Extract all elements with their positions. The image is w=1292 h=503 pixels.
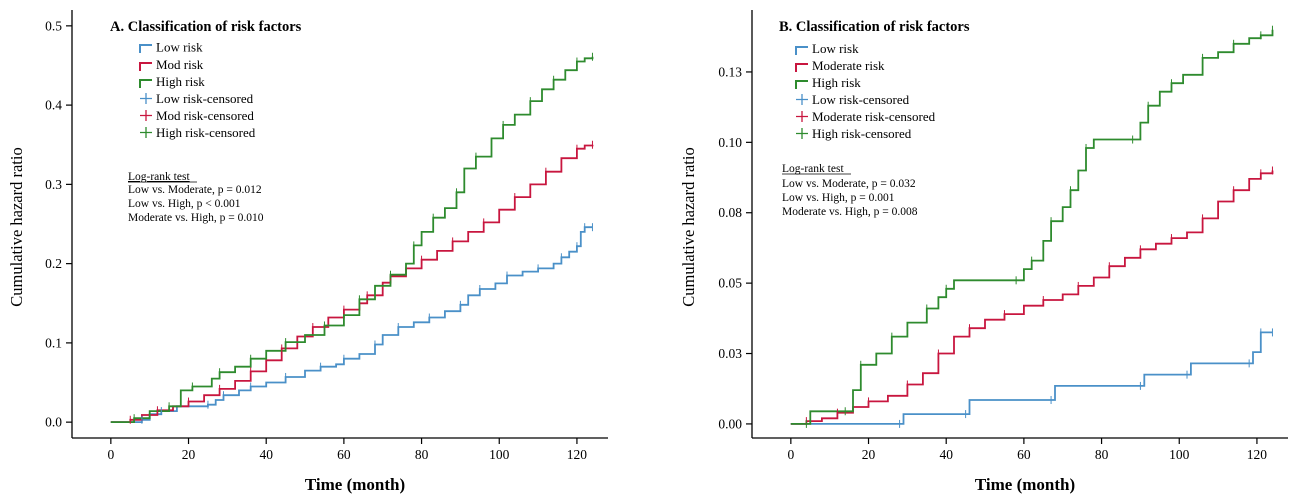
legend-swatch — [140, 110, 152, 121]
y-tick-label: 0.0 — [45, 415, 62, 430]
x-tick-label: 80 — [415, 447, 429, 462]
annotation-line: Moderate vs. High, p = 0.010 — [128, 212, 264, 224]
legend-label: Moderate risk — [812, 58, 885, 73]
legend-item-low-risk: Low risk — [795, 41, 859, 56]
series-group — [110, 56, 594, 423]
legend-label: Mod risk — [156, 57, 204, 72]
annotation-line: Moderate vs. High, p = 0.008 — [782, 206, 918, 218]
y-tick-label: 0.10 — [718, 135, 742, 150]
y-tick-label: 0.08 — [718, 205, 742, 220]
legend-label: Moderate risk-censored — [812, 109, 936, 124]
legend-swatch — [140, 127, 152, 138]
x-tick-label: 120 — [567, 447, 588, 462]
y-tick-label: 0.3 — [45, 177, 62, 192]
y-tick-label: 0.00 — [718, 416, 742, 431]
legend-swatch — [795, 80, 808, 89]
x-ticks: 0 20 40 60 80 100 120 — [787, 438, 1267, 462]
legend-swatch — [795, 46, 808, 55]
censor-marks — [129, 52, 593, 424]
legend-item-mod-risk-censored: Mod risk-censored — [140, 108, 254, 123]
series-group — [790, 29, 1274, 425]
y-tick-label: 0.13 — [718, 64, 742, 79]
y-ticks: 0.00 0.03 0.05 0.08 0.10 0.13 — [718, 64, 752, 431]
x-tick-label: 0 — [787, 447, 794, 462]
censor-marks — [805, 25, 1273, 428]
log-rank-annotation: Log-rank test Low vs. Moderate, p = 0.01… — [128, 171, 264, 224]
legend-swatch — [796, 111, 808, 122]
legend-label: Low risk-censored — [812, 92, 910, 107]
series-line-high-risk — [110, 56, 594, 423]
x-tick-label: 100 — [489, 447, 510, 462]
annotation-heading: Log-rank test — [782, 163, 844, 175]
series-line-high-risk — [790, 29, 1274, 425]
y-axis-label: Cumulative hazard ratio — [7, 147, 26, 306]
legend-item-mod-risk: Mod risk — [139, 57, 204, 72]
legend-item-low-risk-censored: Low risk-censored — [140, 91, 254, 106]
x-tick-label: 20 — [182, 447, 196, 462]
annotation-line: Low vs. High, p = 0.001 — [782, 192, 895, 204]
x-tick-label: 120 — [1247, 447, 1268, 462]
x-tick-label: 60 — [1017, 447, 1031, 462]
legend-item-low-risk: Low risk — [139, 40, 203, 55]
legend-item-low-risk-censored: Low risk-censored — [796, 92, 910, 107]
x-tick-label: 40 — [259, 447, 273, 462]
annotation-heading: Log-rank test — [128, 171, 190, 183]
series-line-mod-risk — [110, 144, 594, 423]
x-tick-label: 20 — [862, 447, 876, 462]
legend-swatch — [139, 62, 152, 71]
x-tick-label: 100 — [1169, 447, 1190, 462]
x-axis-label: Time (month) — [975, 475, 1075, 494]
legend-swatch — [796, 128, 808, 139]
legend-swatch — [140, 93, 152, 104]
legend-label: High risk — [812, 75, 861, 90]
y-tick-label: 0.1 — [45, 335, 62, 350]
legend-swatch — [139, 44, 152, 53]
x-tick-label: 0 — [107, 447, 114, 462]
legend-swatch — [139, 79, 152, 88]
legend-item-moderate-risk: Moderate risk — [795, 58, 885, 73]
legend: Low risk Mod risk High risk Low risk-cen… — [139, 40, 256, 140]
y-axis-label: Cumulative hazard ratio — [679, 147, 698, 306]
legend-item-moderate-risk-censored: Moderate risk-censored — [796, 109, 936, 124]
legend-swatch — [796, 94, 808, 105]
panel-b: 0.00 0.03 0.05 0.08 0.10 0.13 0 20 40 60 80 100 120… — [679, 10, 1288, 494]
log-rank-annotation: Log-rank test Low vs. Moderate, p = 0.03… — [782, 163, 918, 218]
y-tick-label: 0.4 — [45, 98, 62, 113]
annotation-line: Low vs. Moderate, p = 0.032 — [782, 178, 916, 190]
legend-label: High risk-censored — [812, 126, 912, 141]
legend-item-high-risk-censored: High risk-censored — [140, 125, 256, 140]
y-tick-label: 0.05 — [718, 276, 742, 291]
x-axis-label: Time (month) — [305, 475, 405, 494]
legend-item-high-risk: High risk — [139, 74, 205, 89]
annotation-line: Low vs. High, p < 0.001 — [128, 198, 241, 210]
legend-label: Low risk — [812, 41, 859, 56]
x-tick-label: 60 — [337, 447, 351, 462]
y-tick-label: 0.2 — [45, 256, 62, 271]
y-tick-label: 0.03 — [718, 346, 742, 361]
legend-label: High risk-censored — [156, 125, 256, 140]
legend: Low risk Moderate risk High risk Low ris… — [795, 41, 936, 141]
panel-a: 0.0 0.1 0.2 0.3 0.4 0.5 0 20 40 60 80 100 120 A. Cl… — [7, 10, 608, 494]
legend-label: High risk — [156, 74, 205, 89]
series-line-low-risk — [790, 331, 1273, 425]
y-tick-label: 0.5 — [45, 18, 62, 33]
legend-swatch — [795, 63, 808, 72]
x-tick-label: 80 — [1095, 447, 1109, 462]
legend-label: Low risk-censored — [156, 91, 254, 106]
legend-label: Low risk — [156, 40, 203, 55]
legend-label: Mod risk-censored — [156, 108, 254, 123]
x-ticks: 0 20 40 60 80 100 120 — [107, 438, 587, 462]
y-ticks: 0.0 0.1 0.2 0.3 0.4 0.5 — [45, 18, 72, 430]
legend-item-high-risk-censored: High risk-censored — [796, 126, 912, 141]
x-tick-label: 40 — [939, 447, 953, 462]
legend-item-high-risk: High risk — [795, 75, 861, 90]
chart-title: A. Classification of risk factors — [110, 19, 302, 35]
series-line-low-risk — [110, 226, 593, 423]
chart-title: B. Classification of risk factors — [779, 19, 970, 35]
annotation-line: Low vs. Moderate, p = 0.012 — [128, 184, 262, 196]
